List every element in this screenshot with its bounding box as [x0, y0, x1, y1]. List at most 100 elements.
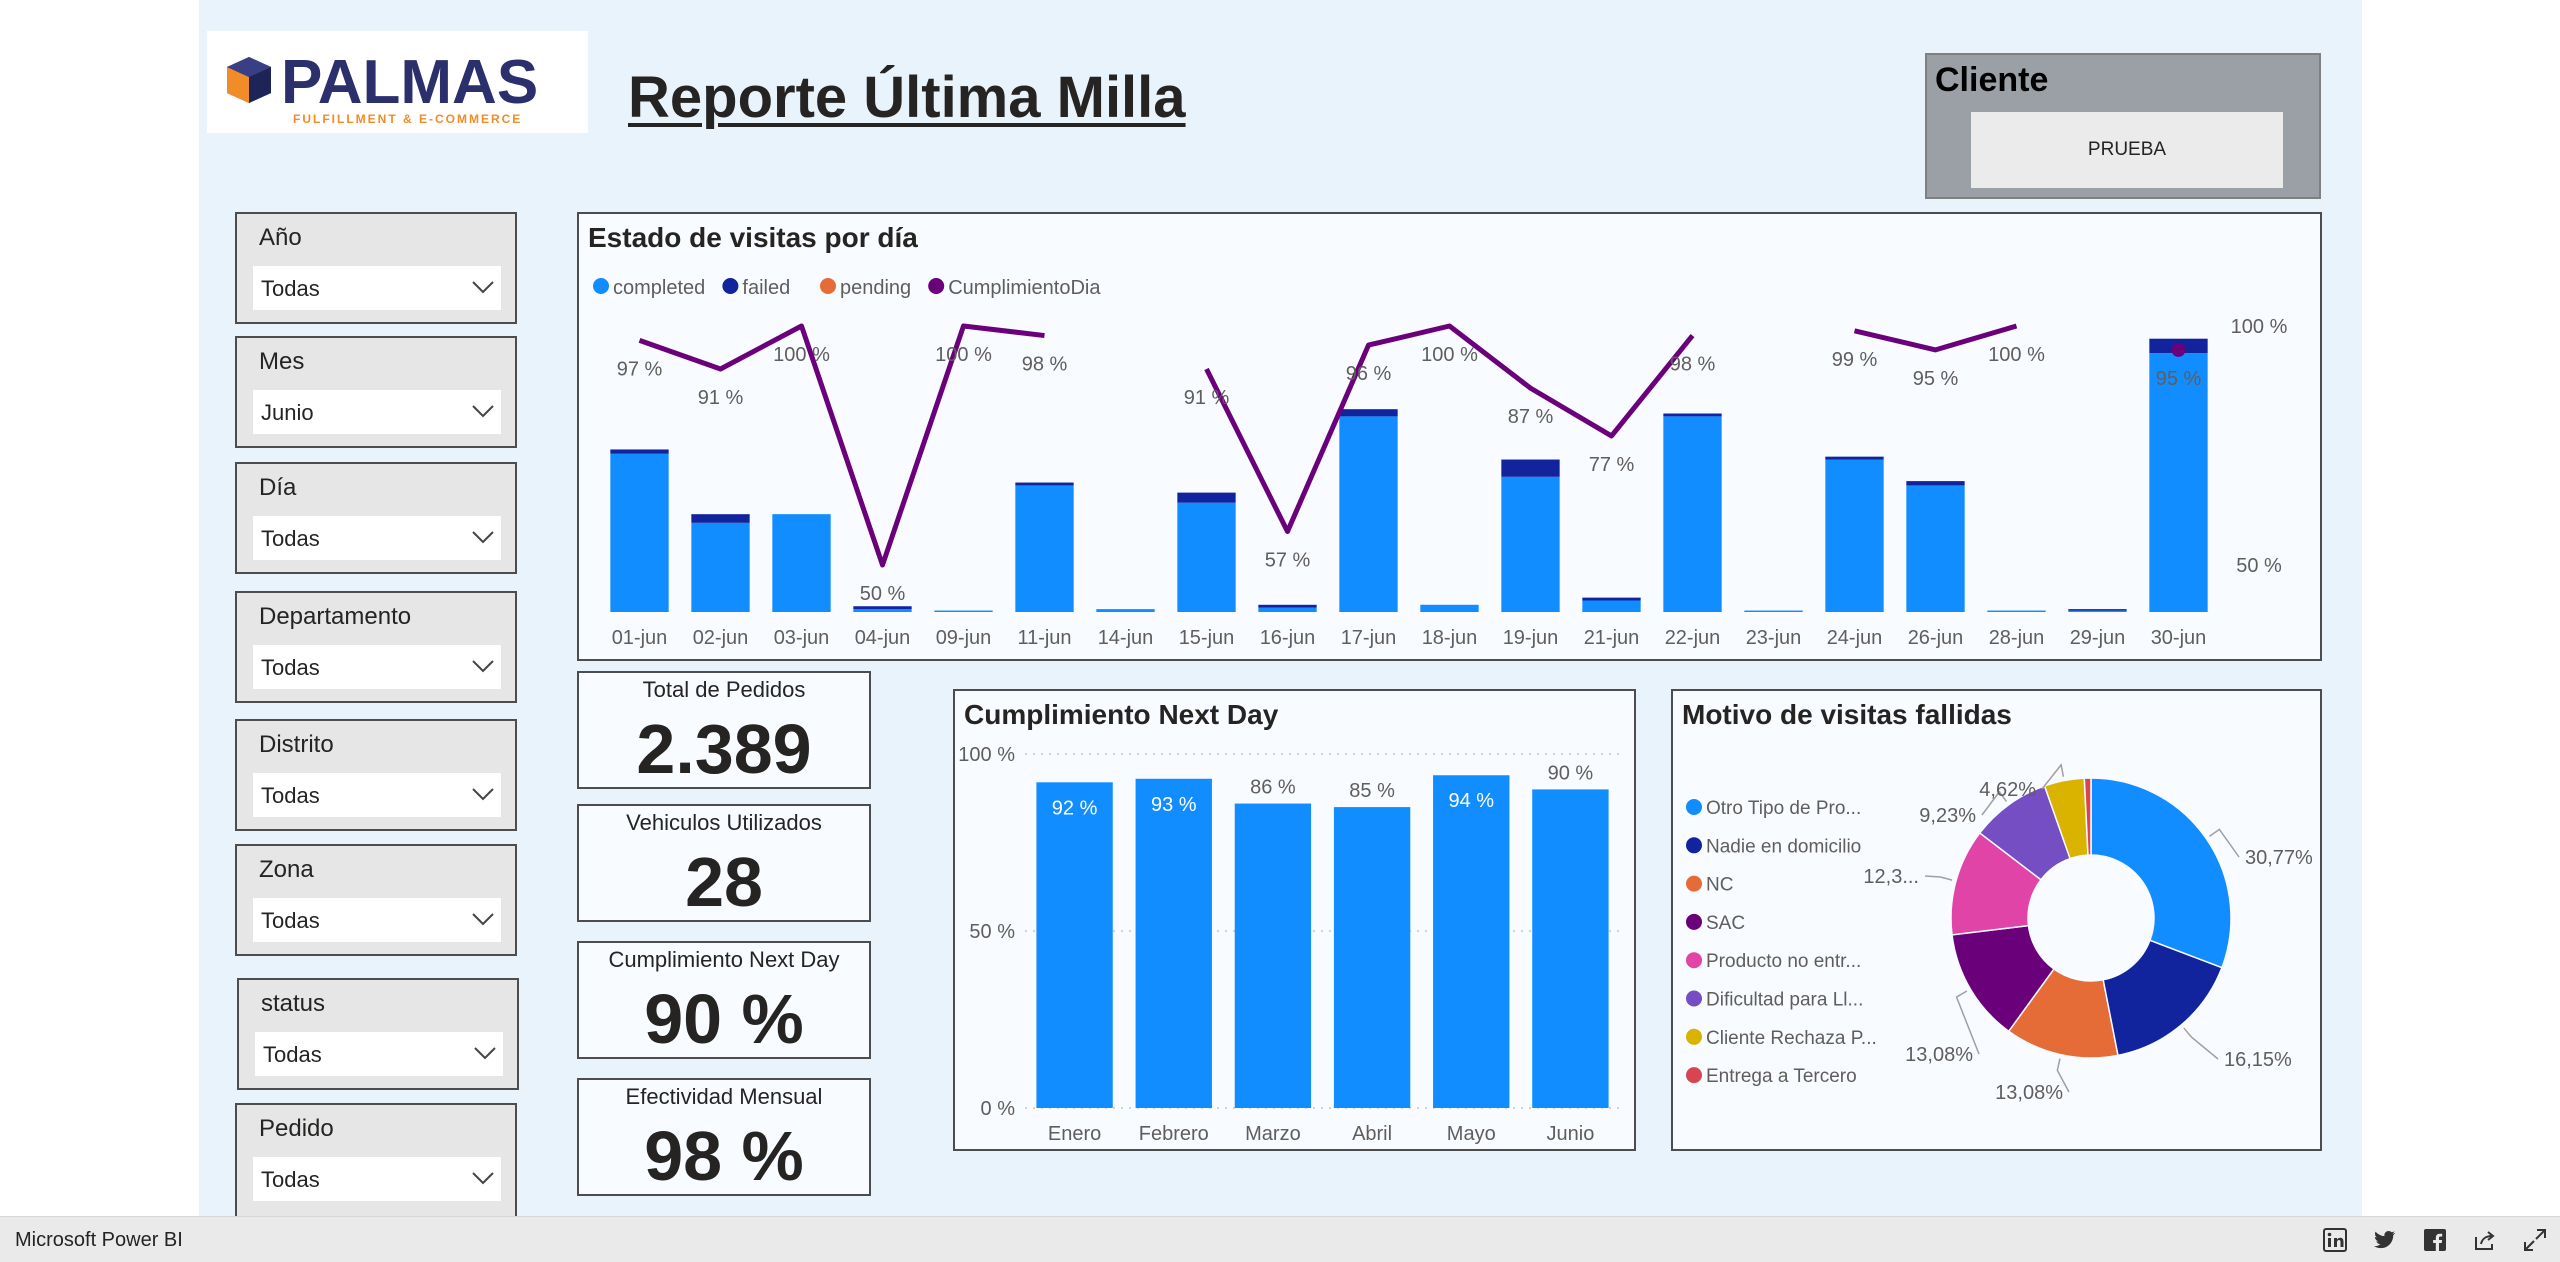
x-tick-label: 16-jun — [1260, 627, 1316, 649]
slice-data-label: 13,08% — [1905, 1044, 1973, 1066]
legend-label: pending — [840, 277, 911, 299]
x-tick-label: 21-jun — [1584, 627, 1640, 649]
x-tick-label: 09-jun — [936, 627, 992, 649]
x-tick-label: 03-jun — [774, 627, 830, 649]
y2-tick-label: 100 % — [2231, 316, 2288, 338]
legend-label: Producto no entr... — [1706, 951, 1861, 972]
logo-text: PALMAS — [281, 48, 538, 117]
bar — [1433, 775, 1510, 1108]
slicer-pedido: Pedido Todas — [235, 1103, 517, 1216]
slicer-dropdown[interactable]: Todas — [253, 645, 501, 689]
line-data-label: 77 % — [1589, 454, 1635, 476]
slice-data-label: 13,08% — [1995, 1082, 2063, 1104]
linkedin-icon[interactable] — [2322, 1227, 2348, 1253]
legend-label: Dificultad para Ll... — [1706, 990, 1863, 1011]
powerbi-brand[interactable]: Microsoft Power BI — [15, 1229, 183, 1251]
x-tick-label: Mayo — [1447, 1123, 1496, 1145]
fullscreen-icon[interactable] — [2522, 1227, 2548, 1253]
slice-leader-line — [2209, 828, 2240, 858]
kpi-value: 90 % — [644, 980, 804, 1058]
slicer-title: Zona — [259, 856, 314, 883]
cliente-value-box[interactable]: PRUEBA — [1971, 112, 2283, 188]
kpi-efectividad: Efectividad Mensual 98 % — [577, 1078, 871, 1196]
slicer-dropdown[interactable]: Todas — [253, 516, 501, 560]
motivo-donut-plot[interactable]: Otro Tipo de Pro... Nadie en domicilio NC S… — [1673, 691, 2320, 1149]
bar — [1036, 782, 1113, 1108]
motivo-visitas-fallidas-chart: Motivo de visitas fallidas Otro Tipo de … — [1671, 689, 2322, 1151]
slicer-value: Todas — [261, 276, 320, 301]
kpi-cumplimiento: Cumplimiento Next Day 90 % — [577, 941, 871, 1059]
legend-marker — [1686, 799, 1702, 815]
kpi-label: Total de Pedidos — [642, 677, 806, 702]
powerbi-footer: Microsoft Power BI — [0, 1216, 2560, 1262]
kpi-vehiculos: Vehiculos Utilizados 28 — [577, 804, 871, 922]
slice-data-label: 12,3... — [1863, 866, 1919, 888]
slicer-value: Todas — [261, 783, 320, 808]
bar-data-label: 94 % — [1448, 790, 1494, 812]
bar-data-label: 93 % — [1151, 794, 1197, 816]
bar-completed — [1420, 604, 1479, 612]
cumplimiento-line — [1853, 323, 2018, 353]
slice-leader-line — [1981, 790, 2008, 816]
slicer-value: Todas — [261, 526, 320, 551]
donut-slice — [2083, 777, 2092, 856]
slicer-zona: Zona Todas — [235, 844, 517, 956]
cliente-filter: Cliente PRUEBA — [1925, 53, 2321, 199]
share-icon[interactable] — [2472, 1227, 2498, 1253]
y-tick-label: 50 % — [969, 921, 1015, 943]
slicer-dropdown[interactable]: Todas — [255, 1032, 503, 1076]
bar-completed — [1177, 502, 1236, 612]
chevron-down-icon — [472, 913, 494, 926]
line-data-label: 98 % — [1022, 354, 1068, 376]
cumplimiento-point — [2171, 342, 2186, 357]
line-data-label: 50 % — [860, 583, 906, 605]
line-data-label: 98 % — [1670, 354, 1716, 376]
chevron-down-icon — [472, 1172, 494, 1185]
slicer-mes: Mes Junio — [235, 336, 517, 448]
bar-completed — [1339, 416, 1398, 612]
slicer-value: Todas — [263, 1042, 322, 1067]
bar-completed — [1906, 485, 1965, 612]
donut-slice — [2102, 939, 2223, 1057]
slicer-dropdown[interactable]: Todas — [253, 266, 501, 310]
slicer-dropdown[interactable]: Todas — [253, 898, 501, 942]
palmas-logo: PALMAS FULFILLMENT & E-COMMERCE — [207, 31, 588, 133]
chevron-down-icon — [472, 405, 494, 418]
facebook-icon[interactable] — [2422, 1227, 2448, 1253]
twitter-icon[interactable] — [2372, 1227, 2398, 1253]
report-title: Reporte Última Milla — [628, 65, 1186, 130]
bar-failed — [1501, 459, 1560, 477]
slicer-title: Año — [259, 224, 302, 251]
x-tick-label: 14-jun — [1098, 627, 1154, 649]
slicer-distrito: Distrito Todas — [235, 719, 517, 831]
x-tick-label: 04-jun — [855, 627, 911, 649]
slice-data-label: 9,23% — [1919, 805, 1976, 827]
bar-failed — [2068, 609, 2127, 611]
slicer-dropdown[interactable]: Todas — [253, 773, 501, 817]
x-tick-label: 11-jun — [1017, 627, 1071, 649]
bar-failed — [691, 514, 750, 523]
slicer-dropdown[interactable]: Todas — [253, 1157, 501, 1201]
line-data-label: 91 % — [1184, 387, 1230, 409]
slicer-title: Día — [259, 474, 297, 501]
slicer-dropdown[interactable]: Junio — [253, 390, 501, 434]
legend-marker — [1686, 837, 1702, 854]
chevron-down-icon — [472, 281, 494, 294]
estado-visitas-chart: Estado de visitas por día completed faile… — [577, 212, 2322, 661]
line-data-label: 100 % — [1421, 344, 1478, 366]
bar-completed — [1987, 610, 2046, 612]
bar-data-label: 85 % — [1349, 780, 1395, 802]
bar-data-label: 90 % — [1548, 762, 1594, 784]
slicer-title: status — [261, 990, 326, 1017]
line-data-label: 100 % — [935, 344, 992, 366]
logo-mark-icon: PALMAS FULFILLMENT & E-COMMERCE — [227, 48, 538, 126]
cumplimiento-plot[interactable]: 100 % 50 % 0 % 92 % Enero 93 % Febrero 86 % Marz… — [955, 691, 1634, 1149]
slicer-departamento: Departamento Todas — [235, 591, 517, 703]
bar-completed — [610, 453, 669, 612]
slicer-title: Pedido — [259, 1115, 334, 1142]
cumplimiento-line — [1204, 323, 1695, 535]
kpi-total-pedidos: Total de Pedidos 2.389 — [577, 671, 871, 789]
slicer-title: Departamento — [259, 603, 412, 630]
legend-marker — [722, 278, 739, 294]
estado-visitas-plot[interactable]: completed failed pending CumplimientoDia 01-… — [579, 214, 2320, 659]
